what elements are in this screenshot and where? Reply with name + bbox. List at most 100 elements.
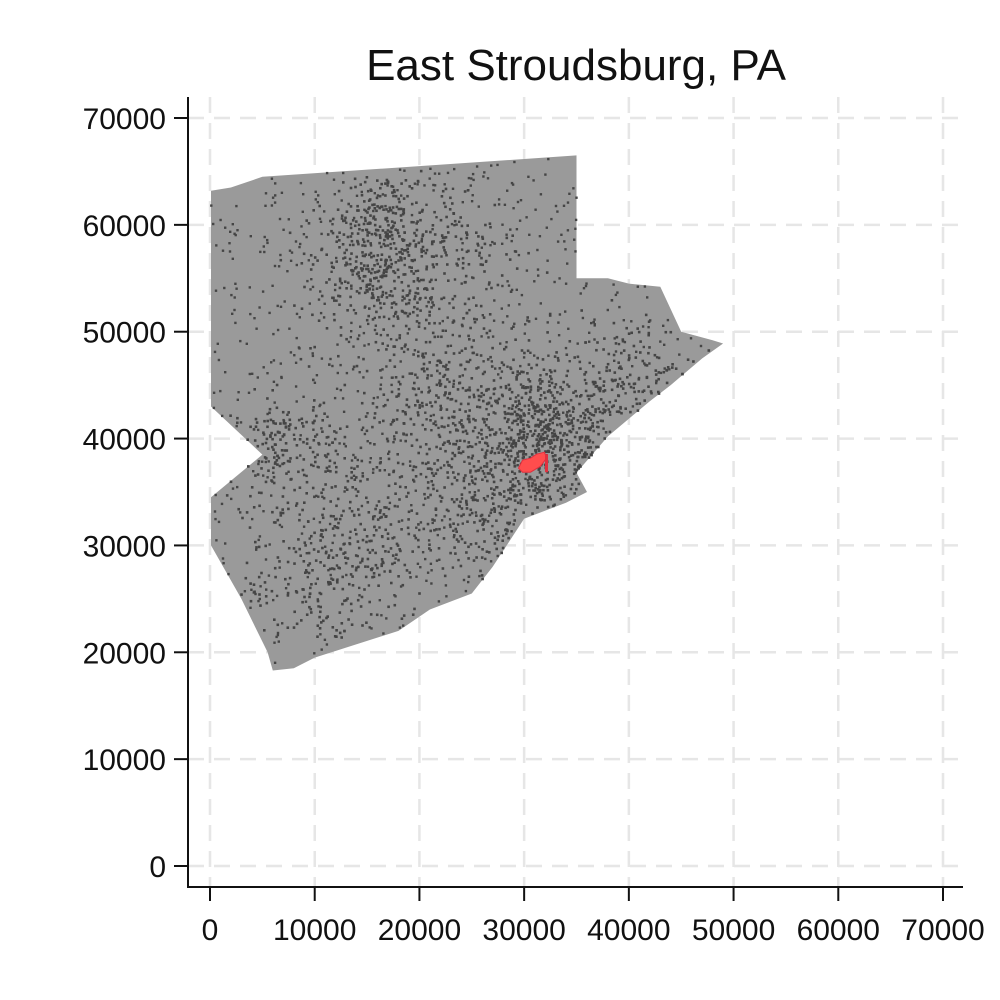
building-point	[280, 525, 284, 529]
building-point	[480, 256, 483, 260]
building-point	[450, 457, 454, 461]
building-point	[573, 468, 577, 471]
building-point	[614, 350, 618, 353]
building-point	[294, 361, 298, 364]
building-point	[552, 400, 555, 403]
building-point	[492, 319, 496, 322]
building-point	[572, 187, 575, 190]
building-point	[575, 487, 578, 491]
building-point	[444, 351, 448, 354]
building-point	[647, 351, 650, 355]
building-point	[320, 247, 324, 251]
building-point	[567, 450, 570, 454]
building-point	[484, 518, 487, 521]
building-point	[508, 458, 511, 462]
building-point	[475, 556, 478, 559]
building-point	[532, 405, 535, 408]
building-point	[466, 520, 469, 523]
building-point	[340, 622, 344, 625]
building-point	[387, 264, 391, 268]
building-point	[517, 408, 521, 411]
building-point	[594, 385, 598, 388]
building-point	[290, 477, 293, 481]
building-point	[575, 459, 579, 463]
building-point	[511, 371, 515, 374]
building-point	[489, 225, 492, 229]
building-point	[491, 446, 494, 450]
building-point	[551, 394, 554, 397]
building-point	[361, 279, 365, 283]
building-point	[568, 459, 572, 462]
building-point	[325, 253, 328, 256]
building-point	[378, 233, 382, 237]
building-point	[270, 177, 274, 180]
building-point	[627, 354, 631, 357]
building-point	[588, 412, 592, 415]
building-point	[354, 528, 357, 531]
building-point	[371, 267, 374, 271]
building-point	[644, 363, 647, 367]
y-tick-label: 30000	[83, 530, 166, 563]
building-point	[279, 258, 283, 262]
building-point	[271, 196, 275, 199]
building-point	[488, 254, 491, 257]
building-point	[472, 559, 476, 562]
building-point	[327, 580, 330, 584]
building-point	[601, 419, 604, 423]
building-point	[352, 453, 355, 457]
building-point	[353, 478, 357, 481]
building-point	[428, 361, 431, 364]
building-point	[428, 280, 432, 284]
building-point	[329, 500, 332, 503]
building-point	[606, 308, 609, 312]
building-point	[522, 370, 525, 374]
building-point	[335, 299, 338, 302]
building-point	[319, 610, 322, 614]
building-point	[429, 414, 433, 418]
building-point	[308, 302, 311, 305]
building-point	[332, 296, 335, 300]
building-point	[469, 184, 472, 187]
building-point	[411, 613, 415, 616]
building-point	[554, 454, 557, 457]
building-point	[616, 382, 620, 386]
building-point	[364, 228, 368, 231]
building-point	[514, 508, 517, 512]
building-point	[433, 335, 437, 339]
building-point	[588, 361, 591, 365]
building-point	[300, 225, 303, 228]
building-point	[385, 617, 388, 620]
building-point	[412, 272, 416, 275]
building-point	[365, 540, 368, 544]
building-point	[366, 290, 369, 293]
building-point	[647, 333, 650, 337]
building-point	[642, 389, 646, 392]
building-point	[466, 445, 470, 449]
building-point	[446, 476, 450, 479]
building-point	[316, 259, 319, 262]
building-point	[486, 479, 489, 483]
building-point	[267, 469, 270, 472]
building-point	[566, 229, 570, 232]
building-point	[413, 295, 417, 298]
building-point	[574, 389, 577, 393]
building-point	[493, 451, 497, 455]
building-point	[379, 387, 382, 391]
building-point	[309, 288, 312, 291]
building-point	[472, 495, 475, 499]
building-point	[339, 388, 342, 392]
building-point	[396, 231, 400, 235]
building-point	[513, 459, 517, 462]
building-point	[589, 446, 592, 449]
building-point	[527, 363, 531, 366]
building-point	[620, 384, 623, 388]
building-point	[692, 360, 695, 363]
building-point	[387, 507, 391, 511]
building-point	[566, 201, 570, 204]
building-point	[224, 371, 227, 374]
building-point	[502, 490, 506, 493]
building-point	[584, 420, 588, 424]
building-point	[277, 265, 281, 268]
building-point	[603, 410, 606, 414]
building-point	[385, 267, 389, 271]
